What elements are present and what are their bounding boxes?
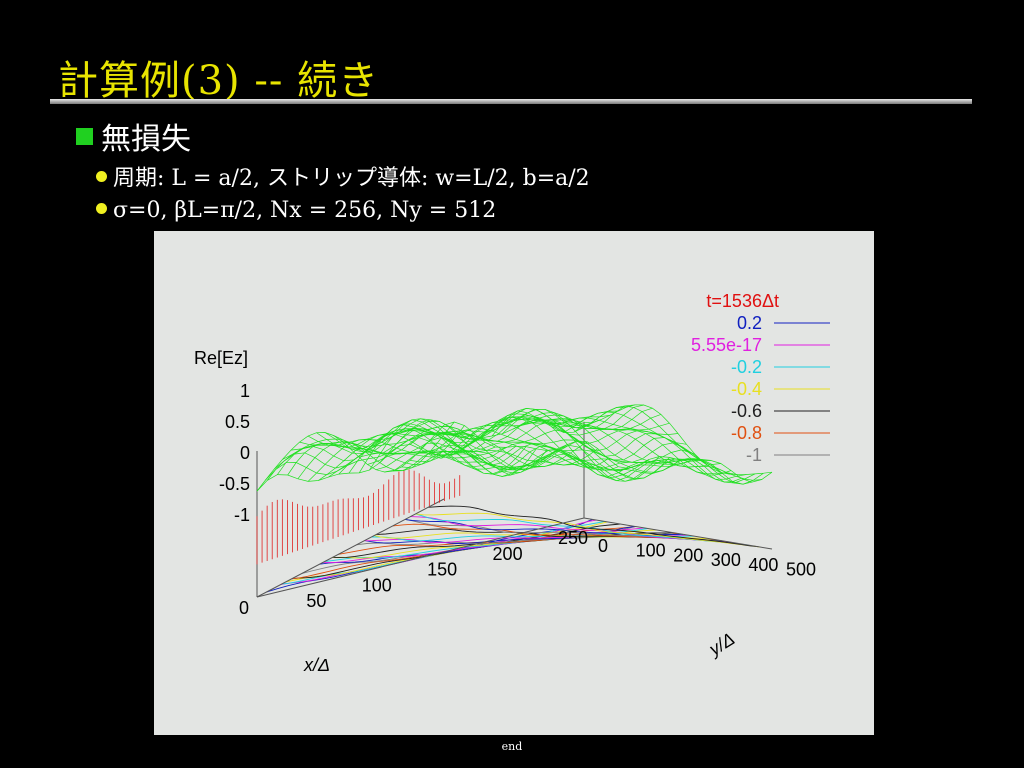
x-tick-label: 200: [493, 544, 523, 564]
y-tick-label: 200: [673, 545, 703, 565]
mesh-line-v: [297, 441, 486, 480]
bullet-main-text: 無損失: [101, 122, 191, 157]
title-divider: [50, 99, 972, 104]
legend-entry-label: 0.2: [737, 313, 762, 333]
legend-entry-label: -0.8: [731, 423, 762, 443]
mesh-line-v: [543, 419, 732, 476]
mesh-line-v: [491, 408, 681, 473]
x-tick-label: 100: [362, 575, 392, 595]
mesh-line-v: [430, 427, 619, 471]
surface-mesh: [256, 404, 773, 492]
base-contours: [266, 505, 761, 593]
footer-text: end: [501, 740, 523, 753]
square-bullet-icon: [76, 128, 93, 145]
mesh-line-v: [389, 426, 578, 471]
mesh-line-v: [379, 419, 568, 471]
mesh-line-v: [583, 404, 773, 476]
mesh-line-v: [532, 419, 721, 468]
slide-title: 計算例(3) -- 続き: [58, 58, 380, 104]
mesh-line-v: [451, 416, 639, 471]
plot-axes: [256, 422, 773, 598]
mesh-line-v: [502, 408, 691, 465]
mesh-line-v: [348, 430, 537, 477]
mesh-line-v: [563, 411, 752, 485]
surface-underside: [256, 469, 461, 565]
bullet-sub-1-text: 周期: L = a/2, ストリップ導体: w=L/2, b=a/2: [113, 166, 590, 191]
base-left-edge: [256, 498, 445, 598]
bullet-sub-2: σ=0, βL=π/2, Nx = 256, Ny = 512: [96, 198, 496, 223]
y-tick-label: 0: [598, 536, 608, 556]
legend-title: t=1536Δt: [706, 291, 779, 311]
z-tick-label: -0.5: [219, 474, 250, 494]
mesh-line-v: [440, 421, 629, 471]
legend-entry-label: -0.4: [731, 379, 762, 399]
x-axis-label: x/Δ: [303, 655, 330, 675]
mesh-line-v: [358, 423, 547, 474]
x-axis-line: [256, 517, 585, 598]
mesh-line-v: [399, 433, 588, 468]
y-tick-label: 400: [748, 555, 778, 575]
x-tick-label: 250: [558, 528, 588, 548]
surface-plot-panel: 1 0.5 0 -0.5 -1 0 50 100 150 200 250 0 100 200 300 400 5…: [154, 231, 874, 735]
mesh-line-v: [461, 415, 650, 478]
circle-bullet-icon: [96, 203, 107, 214]
legend-entry-label: 5.55e-17: [691, 335, 762, 355]
z-axis-label: Re[Ez]: [194, 348, 248, 368]
z-tick-label: 1: [240, 381, 250, 401]
y-axis-line: [583, 517, 773, 550]
surface-plot: 1 0.5 0 -0.5 -1 0 50 100 150 200 250 0 100 200 300 400 5…: [194, 291, 830, 675]
mesh-line-v: [553, 417, 742, 483]
mesh-line-v: [338, 428, 527, 475]
y-tick-label: 300: [711, 550, 741, 570]
legend-entry-label: -1: [746, 445, 762, 465]
y-tick-label: 500: [786, 560, 816, 580]
mesh-line-v: [369, 418, 558, 471]
x-tick-label: 0: [239, 598, 249, 618]
x-tick-label: 150: [427, 560, 457, 580]
mesh-line-u: [409, 451, 738, 482]
y-axis-label: y/Δ: [704, 629, 738, 661]
z-tick-label: -1: [234, 505, 250, 525]
mesh-line-v: [420, 430, 609, 468]
legend-entry-label: -0.2: [731, 357, 762, 377]
x-tick-label: 50: [306, 591, 326, 611]
tick-labels: 1 0.5 0 -0.5 -1 0 50 100 150 200 250 0 100 200 300 400 5…: [194, 348, 816, 675]
legend-entry-label: -0.6: [731, 401, 762, 421]
bullet-sub-1: 周期: L = a/2, ストリップ導体: w=L/2, b=a/2: [96, 160, 590, 192]
circle-bullet-icon: [96, 171, 107, 182]
z-tick-label: 0.5: [225, 412, 250, 432]
contour-line: [428, 505, 759, 548]
mesh-line-v: [287, 433, 476, 476]
mesh-line-v: [277, 425, 465, 475]
bullet-sub-2-text: σ=0, βL=π/2, Nx = 256, Ny = 512: [113, 198, 497, 223]
y-tick-label: 100: [636, 541, 666, 561]
z-tick-label: 0: [240, 443, 250, 463]
mesh-line-v: [512, 414, 701, 464]
mesh-line-v: [307, 438, 496, 482]
bullet-main: 無損失: [76, 114, 191, 158]
